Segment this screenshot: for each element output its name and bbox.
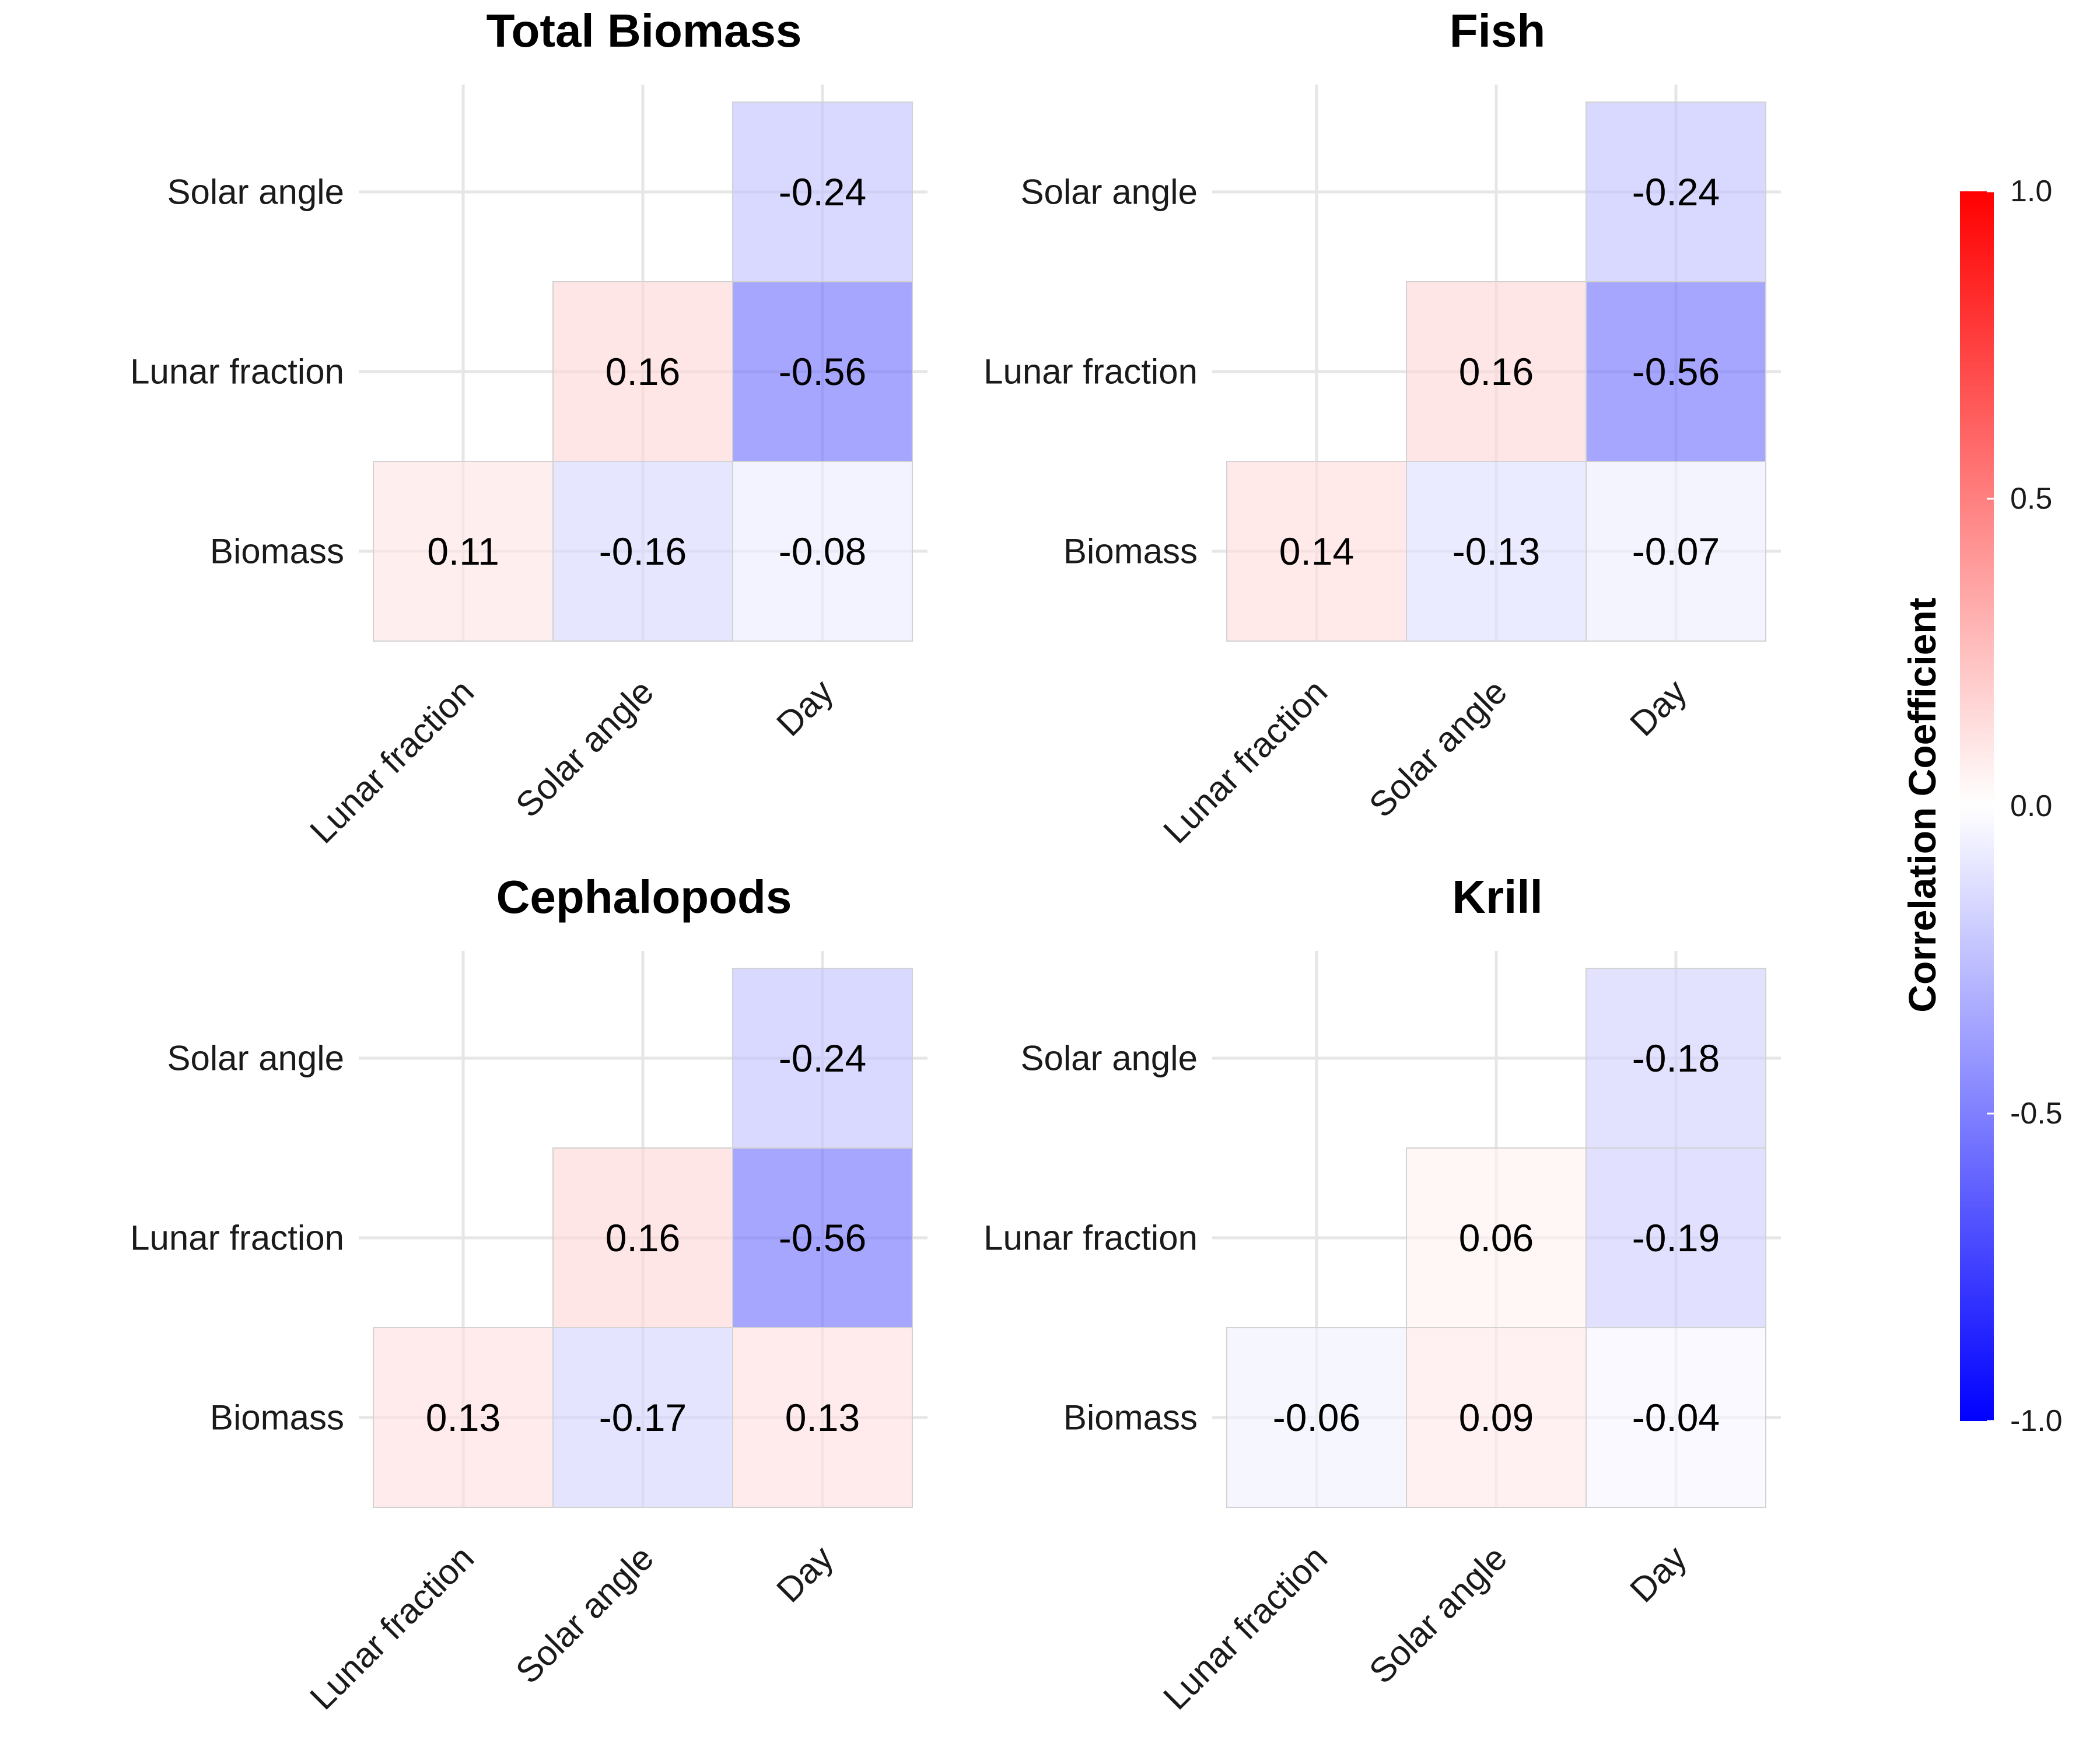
heatmap-cell-lunar-fraction-vs-day bbox=[732, 1147, 913, 1328]
panel-cells: 0.11 -0.16 -0.08 0.16 -0.56 -0.24 bbox=[373, 102, 913, 642]
heatmap-cell-biomass-vs-day bbox=[732, 1327, 913, 1508]
heatmap-cell-solar-angle-vs-day bbox=[1586, 102, 1766, 282]
heatmap-cell-solar-angle-vs-day bbox=[732, 968, 913, 1149]
cell-value-lunar-fraction-vs-day: -0.56 bbox=[1632, 350, 1720, 393]
panel-title: Total Biomass bbox=[487, 5, 802, 57]
panel-y-axis: Biomass Lunar fraction Solar angle bbox=[130, 173, 344, 571]
y-tick-label-lunar-fraction: Lunar fraction bbox=[130, 1219, 344, 1258]
heatmap-cell-biomass-vs-solar-angle bbox=[1406, 461, 1587, 642]
heatmap-cell-biomass-vs-solar-angle bbox=[1406, 1327, 1587, 1508]
heatmap-cell-biomass-vs-solar-angle bbox=[552, 461, 733, 642]
panel-cephalopods: Cephalopods 0.13 -0.17 0.130.16 -0.56-0.24 … bbox=[130, 871, 928, 1717]
heatmap-cell-biomass-vs-solar-angle bbox=[552, 1327, 733, 1508]
heatmap-cell-lunar-fraction-vs-day bbox=[1586, 1147, 1766, 1328]
cell-value-biomass-vs-solar-angle: -0.16 bbox=[599, 530, 687, 573]
legend-tick-label-1-0: -1.0 bbox=[2010, 1404, 2063, 1438]
panel-x-axis: Lunar fraction Solar angle Day bbox=[1156, 672, 1694, 851]
cell-value-lunar-fraction-vs-solar-angle: 0.16 bbox=[606, 350, 680, 393]
panel-cells: 0.14 -0.13 -0.07 0.16 -0.56 -0.24 bbox=[1226, 102, 1766, 642]
panel-y-axis: Biomass Lunar fraction Solar angle bbox=[130, 1039, 344, 1437]
cell-value-solar-angle-vs-day: -0.24 bbox=[1632, 170, 1720, 214]
heatmap-cell-biomass-vs-lunar-fraction bbox=[1226, 1327, 1407, 1508]
panel-title: Fish bbox=[1450, 5, 1545, 57]
color-legend: Correlation Coefficient 1.0 0.5 0.0 -0.5 -1.… bbox=[1901, 174, 2063, 1438]
cell-value-biomass-vs-day: 0.13 bbox=[785, 1396, 860, 1439]
cell-value-biomass-vs-lunar-fraction: 0.11 bbox=[427, 530, 499, 573]
y-tick-label-lunar-fraction: Lunar fraction bbox=[984, 352, 1198, 391]
heatmap-cell-lunar-fraction-vs-solar-angle bbox=[1406, 281, 1587, 462]
cell-value-lunar-fraction-vs-solar-angle: 0.06 bbox=[1459, 1216, 1534, 1259]
heatmap-cell-lunar-fraction-vs-solar-angle bbox=[552, 1147, 733, 1328]
y-tick-label-biomass: Biomass bbox=[210, 532, 344, 571]
x-tick-label-solar-angle: Solar angle bbox=[508, 1538, 661, 1691]
cell-value-lunar-fraction-vs-solar-angle: 0.16 bbox=[606, 1216, 680, 1259]
y-tick-label-biomass: Biomass bbox=[1063, 1398, 1198, 1437]
panel-cells: 0.13 -0.17 0.13 0.16 -0.56 -0.24 bbox=[373, 968, 913, 1508]
heatmap-cell-lunar-fraction-vs-day bbox=[1586, 281, 1766, 462]
x-tick-label-lunar-fraction: Lunar fraction bbox=[302, 672, 481, 851]
x-tick-label-day: Day bbox=[769, 1538, 841, 1610]
legend-ticks: 1.0 0.5 0.0 -0.5 -1.0 bbox=[1987, 174, 2063, 1438]
y-tick-label-lunar-fraction: Lunar fraction bbox=[130, 352, 344, 391]
panel-y-axis: Biomass Lunar fraction Solar angle bbox=[984, 1039, 1198, 1437]
panel-x-axis: Lunar fraction Solar angle Day bbox=[1156, 1538, 1694, 1717]
y-tick-label-solar-angle: Solar angle bbox=[167, 1039, 344, 1078]
cell-value-biomass-vs-lunar-fraction: -0.06 bbox=[1273, 1396, 1360, 1439]
heatmap-cell-biomass-vs-day bbox=[1586, 1327, 1766, 1508]
cell-value-biomass-vs-day: -0.08 bbox=[779, 530, 866, 573]
panel-cells: -0.06 0.09 -0.04 0.06 -0.19 -0.18 bbox=[1226, 968, 1766, 1508]
cell-value-biomass-vs-solar-angle: -0.17 bbox=[599, 1396, 687, 1439]
heatmap-cell-biomass-vs-lunar-fraction bbox=[373, 461, 554, 642]
x-tick-label-lunar-fraction: Lunar fraction bbox=[302, 1538, 481, 1717]
panel-y-axis: Biomass Lunar fraction Solar angle bbox=[984, 173, 1198, 571]
legend-title: Correlation Coefficient bbox=[1901, 597, 1944, 1012]
panel-title: Krill bbox=[1452, 871, 1543, 923]
cell-value-lunar-fraction-vs-day: -0.19 bbox=[1632, 1216, 1720, 1259]
cell-value-biomass-vs-lunar-fraction: 0.14 bbox=[1279, 530, 1354, 573]
panel-fish: Fish 0.14 -0.13 -0.07 0.16 -0.56 -0.24 Biomas… bbox=[984, 5, 1781, 851]
legend-tick-label-0-5: 0.5 bbox=[2010, 482, 2052, 516]
heatmap-cell-lunar-fraction-vs-day bbox=[732, 281, 913, 462]
y-tick-label-solar-angle: Solar angle bbox=[1020, 173, 1198, 212]
x-tick-label-solar-angle: Solar angle bbox=[1362, 672, 1514, 825]
x-tick-label-day: Day bbox=[1622, 672, 1694, 744]
cell-value-biomass-vs-day: -0.07 bbox=[1632, 530, 1720, 573]
legend-tick-label-0-0: 0.0 bbox=[2010, 789, 2052, 823]
y-tick-label-lunar-fraction: Lunar fraction bbox=[984, 1219, 1198, 1258]
cell-value-biomass-vs-solar-angle: 0.09 bbox=[1459, 1396, 1534, 1439]
heatmap-cell-biomass-vs-lunar-fraction bbox=[1226, 461, 1407, 642]
y-tick-label-solar-angle: Solar angle bbox=[167, 173, 344, 212]
heatmap-cell-solar-angle-vs-day bbox=[732, 102, 913, 282]
panel-x-axis: Lunar fraction Solar angle Day bbox=[302, 672, 841, 851]
cell-value-lunar-fraction-vs-solar-angle: 0.16 bbox=[1459, 350, 1534, 393]
y-tick-label-solar-angle: Solar angle bbox=[1020, 1039, 1198, 1078]
heatmap-cell-biomass-vs-lunar-fraction bbox=[373, 1327, 554, 1508]
panel-krill: Krill -0.06 0.09 -0.04 0.06 -0.19 -0.18 Bioma… bbox=[984, 871, 1781, 1717]
x-tick-label-lunar-fraction: Lunar fraction bbox=[1156, 1538, 1335, 1717]
x-tick-label-solar-angle: Solar angle bbox=[1362, 1538, 1514, 1691]
heatmap-cell-lunar-fraction-vs-solar-angle bbox=[552, 281, 733, 462]
legend-tick-label-0-5: -0.5 bbox=[2010, 1097, 2063, 1130]
cell-value-solar-angle-vs-day: -0.18 bbox=[1632, 1037, 1720, 1080]
cell-value-solar-angle-vs-day: -0.24 bbox=[779, 170, 866, 214]
x-tick-label-solar-angle: Solar angle bbox=[508, 672, 661, 825]
x-tick-label-day: Day bbox=[1622, 1538, 1694, 1610]
cell-value-biomass-vs-lunar-fraction: 0.13 bbox=[426, 1396, 501, 1439]
panel-title: Cephalopods bbox=[496, 871, 792, 923]
heatmap-cell-lunar-fraction-vs-solar-angle bbox=[1406, 1147, 1587, 1328]
cell-value-biomass-vs-day: -0.04 bbox=[1632, 1396, 1720, 1439]
panel-x-axis: Lunar fraction Solar angle Day bbox=[302, 1538, 841, 1717]
panel-total-biomass: Total Biomass 0.11 -0.16 -0.08 0.16 -0.56 -0.… bbox=[130, 5, 928, 851]
y-tick-label-biomass: Biomass bbox=[1063, 532, 1198, 571]
x-tick-label-lunar-fraction: Lunar fraction bbox=[1156, 672, 1335, 851]
cell-value-lunar-fraction-vs-day: -0.56 bbox=[779, 1216, 866, 1259]
legend-tick-label-1-0: 1.0 bbox=[2010, 174, 2052, 208]
cell-value-biomass-vs-solar-angle: -0.13 bbox=[1452, 530, 1540, 573]
heatmap-cell-solar-angle-vs-day bbox=[1586, 968, 1766, 1149]
y-tick-label-biomass: Biomass bbox=[210, 1398, 344, 1437]
x-tick-label-day: Day bbox=[769, 672, 841, 744]
cell-value-solar-angle-vs-day: -0.24 bbox=[779, 1037, 866, 1080]
cell-value-lunar-fraction-vs-day: -0.56 bbox=[779, 350, 866, 393]
